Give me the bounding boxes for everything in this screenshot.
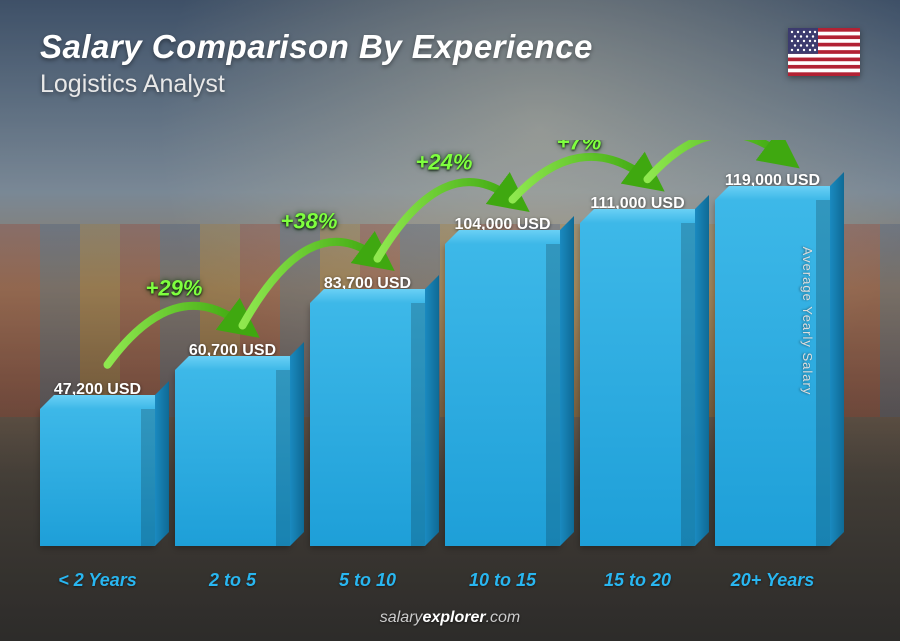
footer-attribution: salaryexplorer.com bbox=[0, 609, 900, 627]
x-axis-label: 20+ Years bbox=[715, 570, 830, 591]
bar bbox=[40, 409, 155, 546]
y-axis-label: Average Yearly Salary bbox=[800, 246, 815, 395]
footer-suffix: .com bbox=[486, 609, 521, 626]
footer-text: salary bbox=[380, 609, 423, 626]
chart-container: Salary Comparison By Experience Logistic… bbox=[0, 0, 900, 641]
x-axis-label: 15 to 20 bbox=[580, 570, 695, 591]
chart-title: Salary Comparison By Experience bbox=[40, 28, 860, 66]
bar-chart: 47,200 USD60,700 USD83,700 USD104,000 US… bbox=[40, 140, 830, 546]
x-axis-label: 2 to 5 bbox=[175, 570, 290, 591]
x-axis-label: 5 to 10 bbox=[310, 570, 425, 591]
bar bbox=[580, 223, 695, 546]
bar-group: 104,000 USD bbox=[445, 140, 560, 546]
bar-group: 47,200 USD bbox=[40, 140, 155, 546]
bar bbox=[445, 244, 560, 546]
x-axis: < 2 Years 2 to 5 5 to 10 10 to 15 15 to 20 20… bbox=[40, 570, 830, 591]
footer-bold: explorer bbox=[422, 609, 485, 626]
bar bbox=[310, 303, 425, 546]
bar bbox=[175, 370, 290, 546]
flag-icon bbox=[788, 28, 860, 76]
x-axis-label: 10 to 15 bbox=[445, 570, 560, 591]
bar-group: 83,700 USD bbox=[310, 140, 425, 546]
x-axis-label: < 2 Years bbox=[40, 570, 155, 591]
bar-group: 60,700 USD bbox=[175, 140, 290, 546]
bar-group: 111,000 USD bbox=[580, 140, 695, 546]
chart-subtitle: Logistics Analyst bbox=[40, 70, 860, 99]
